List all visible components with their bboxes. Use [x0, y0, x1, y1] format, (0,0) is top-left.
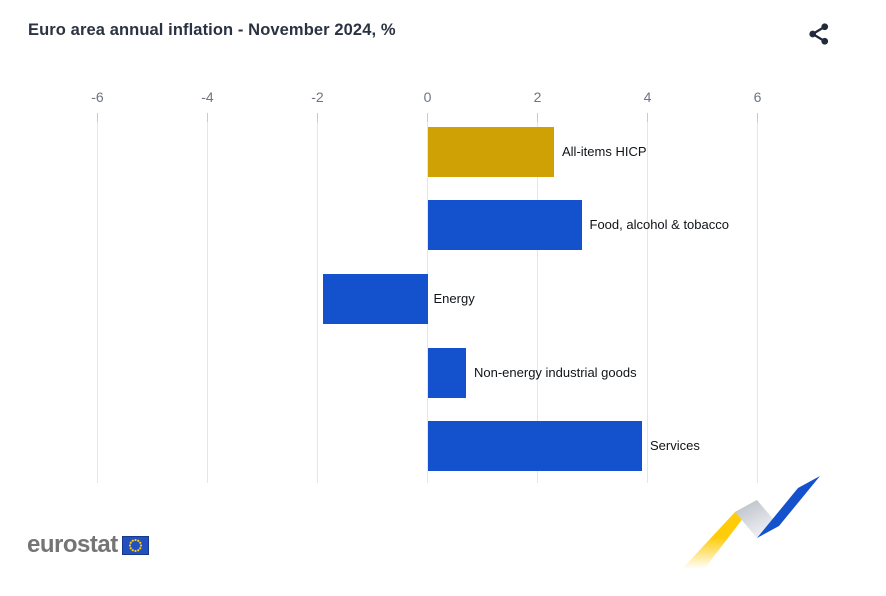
bar-label: All-items HICP: [562, 143, 647, 159]
x-tick-mark: [647, 113, 648, 122]
x-gridline: [427, 115, 428, 483]
bar[interactable]: [427, 421, 642, 472]
x-tick-label: 4: [643, 89, 652, 105]
trend-ribbon-svg: [683, 476, 820, 568]
trend-ribbon-graphic: [670, 468, 830, 588]
x-tick-mark: [317, 113, 318, 122]
eurostat-wordmark: eurostat: [27, 531, 118, 558]
x-tick-mark: [537, 113, 538, 122]
x-tick-label: -4: [201, 89, 214, 105]
share-icon[interactable]: [804, 19, 834, 49]
x-tick-label: 6: [753, 89, 762, 105]
bar[interactable]: [427, 200, 582, 251]
x-tick-mark: [97, 113, 98, 122]
x-tick-label: -6: [91, 89, 104, 105]
x-gridline: [97, 115, 98, 483]
eu-flag-icon: [121, 535, 149, 555]
share-icon-glyph: [809, 23, 829, 45]
x-tick-mark: [427, 113, 428, 122]
x-tick-label: -2: [311, 89, 324, 105]
x-gridline: [207, 115, 208, 483]
x-tick-mark: [757, 113, 758, 122]
x-tick-mark: [207, 113, 208, 122]
bar[interactable]: [323, 274, 428, 324]
bar[interactable]: [427, 347, 466, 398]
x-tick-label: 0: [423, 89, 432, 105]
page-title: Euro area annual inflation - November 20…: [28, 21, 396, 39]
bar-label: Services: [650, 438, 700, 454]
x-gridline: [647, 115, 648, 483]
bar-label: Energy: [433, 291, 475, 306]
eurostat-logo: eurostat: [27, 531, 149, 559]
bar-label: Food, alcohol & tobacco: [589, 217, 729, 233]
bar[interactable]: [427, 126, 554, 177]
bar-label: Non-energy industrial goods: [474, 364, 637, 380]
x-gridline: [537, 115, 538, 483]
x-tick-label: 2: [533, 89, 542, 105]
x-gridline: [757, 115, 758, 483]
x-gridline: [317, 115, 318, 483]
